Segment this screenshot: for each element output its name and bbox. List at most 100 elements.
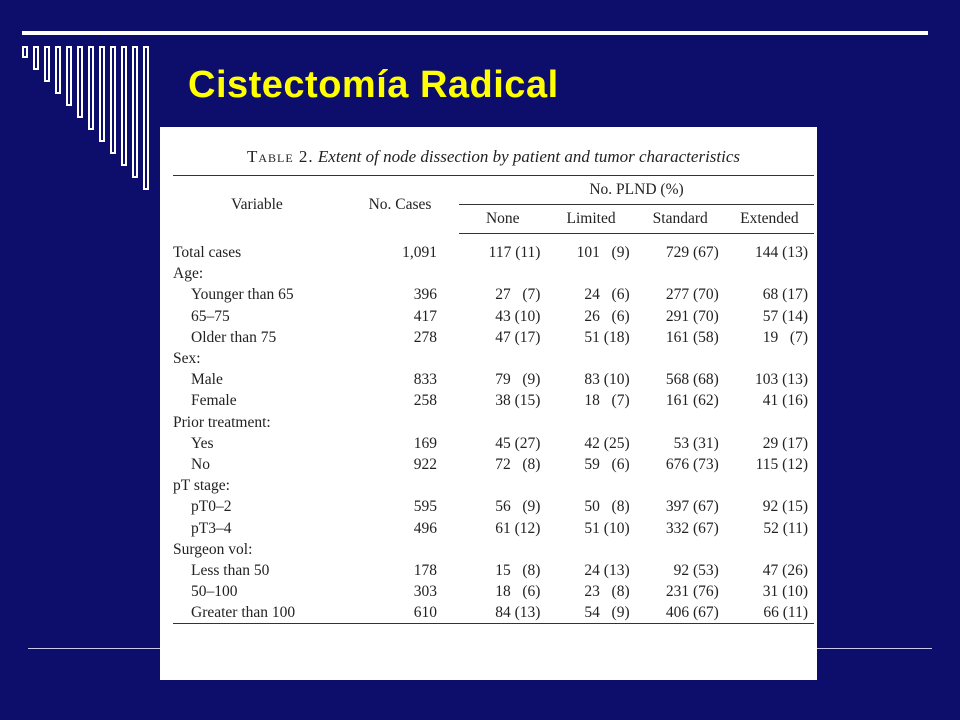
cell-label: Age:: [173, 265, 204, 283]
cell-standard: 231 (76): [665, 583, 719, 601]
cell-cases: [341, 412, 459, 433]
table-caption: Table 2. Extent of node dissection by pa…: [173, 145, 814, 169]
table-description: Extent of node dissection by patient and…: [317, 147, 741, 166]
cell-extended: 31 (10): [762, 583, 808, 601]
cell-limited: 23 (8): [584, 583, 630, 601]
cell-none: [459, 263, 546, 284]
cell-none: [459, 475, 546, 496]
cell-limited: 83 (10): [584, 371, 630, 389]
decorative-stripes: [22, 46, 149, 190]
cell-label: Older than 75: [191, 328, 277, 346]
table-row: Prior treatment:: [173, 412, 814, 433]
cell-cases: 178: [413, 561, 437, 579]
table-row: Age:: [173, 263, 814, 284]
cell-extended: 47 (26): [762, 561, 808, 579]
cell-standard: 291 (70): [665, 307, 719, 325]
header-row-1: Variable No. Cases No. PLND (%): [173, 175, 814, 234]
table-row: Total cases 1,091 117 (11) 101 (9) 729 (67) 1…: [173, 234, 814, 264]
cell-extended: 66 (11): [724, 602, 814, 625]
table-row: 50–100 303 18 (6) 23 (8) 231 (76) 31 (10): [173, 581, 814, 602]
table-row: Greater than 100 610 84 (13) 54 (9) 406 (67)…: [173, 602, 814, 625]
header-plnd: No. PLND (%): [459, 175, 814, 205]
cell-none: 27 (7): [495, 286, 541, 304]
header-extended: Extended: [724, 204, 814, 234]
cell-standard: 568 (68): [665, 371, 719, 389]
cell-limited: 51 (18): [584, 328, 630, 346]
cell-cases: 278: [413, 328, 437, 346]
cell-label: Surgeon vol:: [173, 540, 253, 558]
cell-standard: 729 (67): [665, 244, 719, 262]
cell-cases: 417: [413, 307, 437, 325]
table-row: Female 258 38 (15) 18 (7) 161 (62) 41 (16): [173, 390, 814, 411]
cell-label: Total cases: [173, 243, 242, 261]
cell-cases: 1,091: [402, 243, 437, 261]
cell-cases: 396: [413, 286, 437, 304]
cell-standard: 161 (62): [665, 392, 719, 410]
cell-limited: 42 (25): [584, 434, 630, 452]
cell-label: pT3–4: [191, 519, 232, 537]
cell-extended: [725, 348, 814, 369]
cell-cases: 833: [413, 371, 437, 389]
cell-cases: 258: [413, 392, 437, 410]
cell-extended: [725, 412, 814, 433]
cell-limited: 59 (6): [584, 455, 630, 473]
cell-standard: 92 (53): [673, 561, 719, 579]
cell-cases: [341, 475, 459, 496]
cell-standard: [636, 475, 725, 496]
slide-title: Cistectomía Radical: [188, 64, 559, 106]
cell-limited: 18 (7): [584, 392, 630, 410]
cell-limited: [546, 348, 635, 369]
table-body: Total cases 1,091 117 (11) 101 (9) 729 (67) 1…: [173, 234, 814, 625]
table-row: Sex:: [173, 348, 814, 369]
table-row: Yes 169 45 (27) 42 (25) 53 (31) 29 (17): [173, 433, 814, 454]
cell-extended: 57 (14): [762, 307, 808, 325]
cell-cases: [341, 263, 459, 284]
cell-cases: 595: [413, 498, 437, 516]
table-row: pT stage:: [173, 475, 814, 496]
cell-standard: 277 (70): [665, 286, 719, 304]
cell-standard: [636, 263, 725, 284]
cell-none: 45 (27): [495, 434, 541, 452]
cell-none: 72 (8): [495, 455, 541, 473]
table-row: Less than 50 178 15 (8) 24 (13) 92 (53) 47 (2…: [173, 560, 814, 581]
cell-extended: 52 (11): [763, 519, 808, 537]
header-standard: Standard: [635, 204, 725, 234]
table-label: Table 2.: [246, 147, 314, 166]
cell-none: 43 (10): [495, 307, 541, 325]
table-row: No 922 72 (8) 59 (6) 676 (73) 115 (12): [173, 454, 814, 475]
cell-extended: 103 (13): [755, 371, 808, 389]
cell-none: 84 (13): [459, 602, 547, 625]
header-variable: Variable: [173, 175, 341, 234]
cell-none: [459, 348, 546, 369]
cell-label: pT0–2: [191, 498, 232, 516]
cell-label: pT stage:: [173, 477, 230, 495]
table-row: Older than 75 278 47 (17) 51 (18) 161 (58) 19…: [173, 327, 814, 348]
cell-extended: 144 (13): [755, 244, 808, 262]
cell-none: 18 (6): [495, 583, 541, 601]
table-image: Table 2. Extent of node dissection by pa…: [160, 127, 817, 680]
header-cases: No. Cases: [341, 175, 459, 234]
cell-none: [459, 539, 546, 560]
cell-limited: 24 (13): [584, 561, 630, 579]
cell-standard: 332 (67): [665, 519, 719, 537]
cell-label: Less than 50: [191, 561, 270, 579]
cell-extended: 19 (7): [762, 328, 808, 346]
header-none: None: [459, 204, 547, 234]
cell-label: Sex:: [173, 350, 201, 368]
table-row: Younger than 65 396 27 (7) 24 (6) 277 (70) 68…: [173, 284, 814, 305]
table-row: 65–75 417 43 (10) 26 (6) 291 (70) 57 (14): [173, 306, 814, 327]
cell-none: 38 (15): [495, 392, 541, 410]
cell-limited: [546, 263, 635, 284]
cell-cases: 169: [413, 434, 437, 452]
node-dissection-table: Variable No. Cases No. PLND (%) None Lim…: [173, 175, 814, 625]
cell-none: 79 (9): [495, 371, 541, 389]
cell-cases: [341, 539, 459, 560]
cell-none: 15 (8): [495, 561, 541, 579]
cell-none: 117 (11): [488, 244, 541, 262]
cell-label: Prior treatment:: [173, 413, 271, 431]
cell-standard: 397 (67): [665, 498, 719, 516]
cell-standard: [636, 539, 725, 560]
cell-standard: [636, 412, 725, 433]
cell-limited: 101 (9): [576, 244, 630, 262]
cell-label: 65–75: [191, 307, 230, 325]
